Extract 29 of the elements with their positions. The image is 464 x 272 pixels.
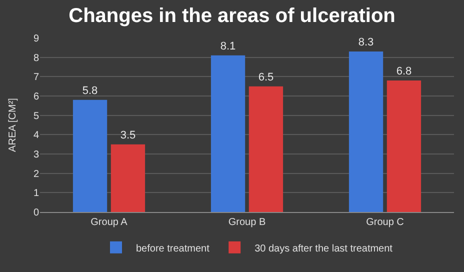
bar [72,100,108,212]
chart-title: Changes in the areas of ulceration [68,5,396,28]
y-tick-label: 8 [33,52,40,64]
legend-label: before treatment [136,243,210,254]
y-axis-title: AREA [CM²] [7,98,18,152]
data-label: 8.1 [220,40,236,52]
bar [348,52,384,212]
y-tick-label: 7 [33,72,40,84]
y-tick-label: 5 [33,110,40,122]
x-tick-label: Group B [228,217,266,228]
data-label: 5.8 [82,84,98,97]
bar [110,144,146,212]
y-tick-label: 4 [33,130,40,142]
data-label: 6.5 [258,71,274,84]
legend-label: 30 days after the last treatment [254,243,393,254]
bar [210,55,246,212]
x-tick-label: Group C [366,217,404,228]
y-tick-label: 3 [33,150,40,160]
y-tick-label: 1 [33,188,40,200]
data-label: 8.3 [358,36,374,49]
y-tick-label: 9 [33,34,40,44]
bar [386,80,422,212]
data-label: 3.5 [120,129,136,142]
y-tick-label: 6 [33,92,40,102]
y-tick-label: 2 [33,168,40,180]
data-label: 6.8 [396,66,412,78]
x-tick-label: Group A [90,217,128,228]
y-tick-label: 0 [33,208,40,218]
bar [248,86,284,212]
